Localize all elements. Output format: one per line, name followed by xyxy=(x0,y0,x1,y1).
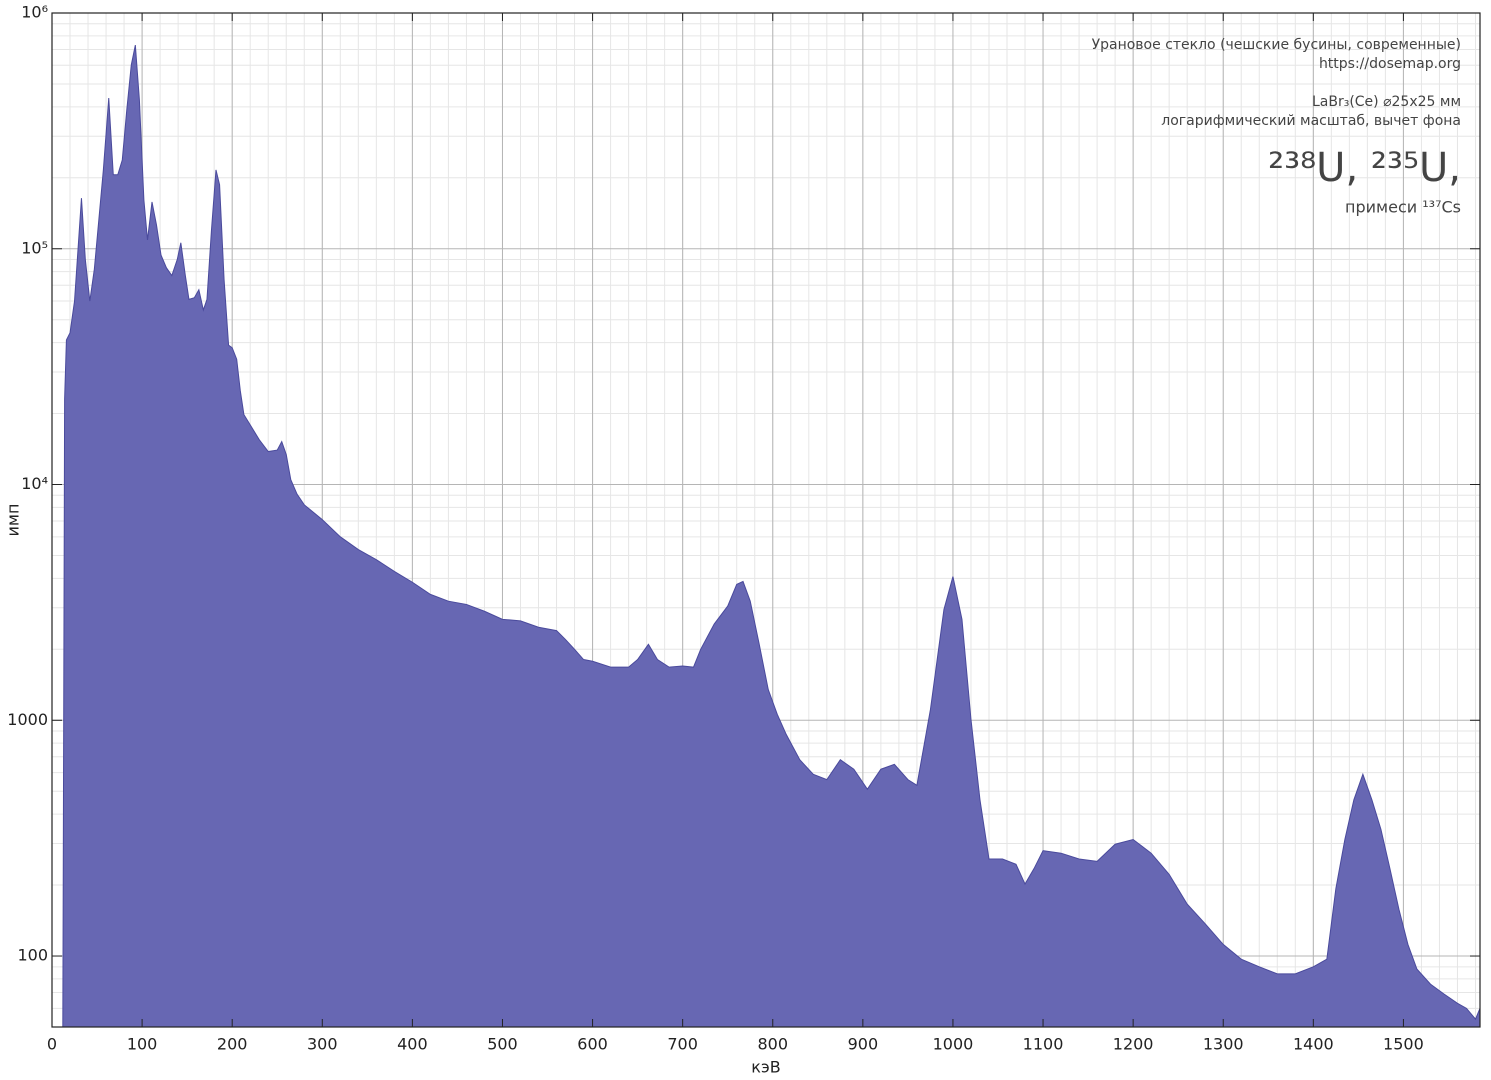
x-tick-label: 800 xyxy=(757,1035,788,1054)
spectrum-area xyxy=(62,44,1481,1028)
annotation: примеси ¹³⁷Cs xyxy=(1345,198,1461,217)
plot-frame xyxy=(51,12,1481,1028)
x-tick-label: 1000 xyxy=(933,1035,974,1054)
y-tick-label: 10⁶ xyxy=(21,3,48,22)
annotation: https://dosemap.org xyxy=(1319,56,1461,72)
y-tick-label: 10⁴ xyxy=(21,474,48,493)
x-tick-label: 600 xyxy=(577,1035,608,1054)
y-tick-label: 1000 xyxy=(7,710,48,729)
marks xyxy=(62,44,1481,1028)
x-tick-label: 1300 xyxy=(1203,1035,1244,1054)
axes: 0 100 200 300 400 500 600 700 800 900 1000 1100 1200… xyxy=(4,3,1481,1077)
x-tick-label: 1100 xyxy=(1023,1035,1064,1054)
x-tick-label: 200 xyxy=(217,1035,248,1054)
y-axis-label: имп xyxy=(4,504,23,537)
x-tick-label: 900 xyxy=(848,1035,879,1054)
x-tick-label: 300 xyxy=(307,1035,338,1054)
x-tick-label: 500 xyxy=(487,1035,518,1054)
y-tick-label: 10⁵ xyxy=(21,238,48,257)
x-tick-label: 1200 xyxy=(1113,1035,1154,1054)
annotation: Урановое стекло (чешские бусины, совреме… xyxy=(1092,37,1461,53)
annotation: логарифмический масштаб, вычет фона xyxy=(1161,113,1461,129)
x-tick-label: 100 xyxy=(127,1035,158,1054)
annotation: ²³⁸U, ²³⁵U, xyxy=(1268,145,1461,191)
x-tick-label: 0 xyxy=(47,1035,57,1054)
y-tick-label: 100 xyxy=(17,946,48,965)
x-axis-label: кэВ xyxy=(751,1058,780,1077)
x-tick-label: 400 xyxy=(397,1035,428,1054)
annotation: LaBr₃(Ce) ⌀25x25 мм xyxy=(1312,94,1461,110)
x-tick-label: 1400 xyxy=(1293,1035,1334,1054)
x-tick-label: 1500 xyxy=(1383,1035,1424,1054)
x-tick-label: 700 xyxy=(667,1035,698,1054)
